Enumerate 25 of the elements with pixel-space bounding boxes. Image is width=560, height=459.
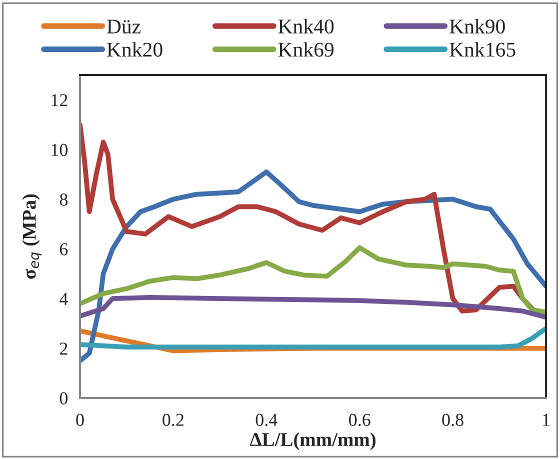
y-tick-label: 10	[52, 144, 68, 156]
legend-label: Knk40	[278, 18, 334, 34]
y-axis-title: σ$_{eq}$ (MPa)	[22, 194, 42, 279]
legend-label: Knk20	[106, 42, 162, 57]
x-axis-title: ΔL/L(mm/mm)	[250, 432, 376, 450]
y-tick-label: 12	[52, 94, 68, 106]
legend-label: Düz	[106, 20, 141, 34]
line-series	[80, 245, 546, 315]
legend-label: Knk69	[278, 42, 334, 57]
x-tick-label: 1	[543, 414, 550, 426]
y-tick-label: 0	[60, 392, 68, 404]
x-tick-label: 0.6	[349, 414, 370, 426]
y-tick-label: 6	[60, 243, 68, 256]
x-tick-label: 0.4	[256, 414, 278, 426]
line-series	[80, 326, 546, 350]
y-tick-label: 4	[60, 292, 68, 305]
legend-label: Knk90	[450, 18, 505, 34]
line-series	[80, 169, 546, 364]
line-series	[80, 294, 546, 320]
y-tick-label: 2	[60, 342, 68, 355]
y-tick-label: 8	[60, 193, 68, 206]
x-tick-label: 0	[76, 414, 84, 426]
x-tick-label: 0.8	[442, 414, 464, 426]
legend-label: Knk165	[450, 42, 516, 57]
x-tick-label: 0.2	[162, 414, 184, 426]
